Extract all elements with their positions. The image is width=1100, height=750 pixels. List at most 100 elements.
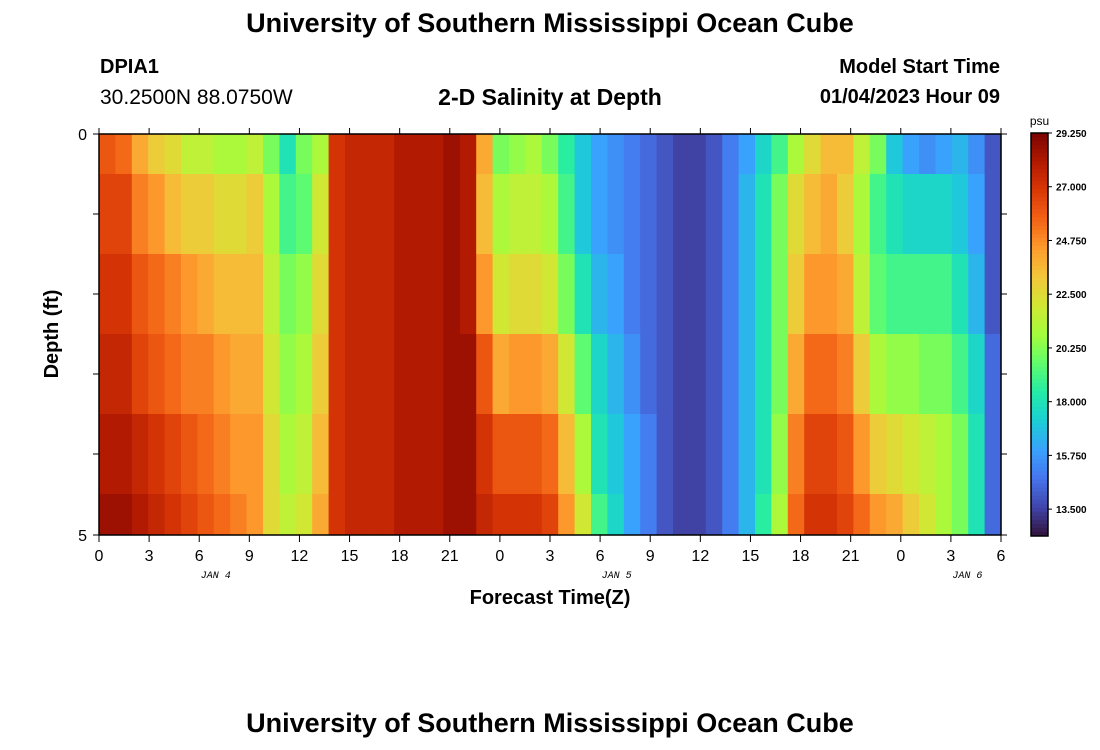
heatmap-cell	[525, 414, 543, 494]
heatmap-cell	[328, 254, 346, 334]
heatmap-cell	[312, 254, 330, 334]
heatmap-cell	[591, 334, 608, 414]
heatmap-cell	[607, 494, 625, 535]
heatmap-cell	[558, 334, 576, 414]
colorbar-segment	[1031, 394, 1048, 400]
heatmap-cell	[164, 254, 182, 334]
heatmap-cell	[377, 174, 395, 254]
heatmap-cell	[295, 134, 313, 174]
plot-title: 2-D Salinity at Depth	[438, 84, 662, 110]
heatmap-cell	[656, 414, 674, 494]
heatmap-cell	[377, 334, 395, 414]
heatmap-cell	[263, 494, 280, 535]
colorbar-segment	[1031, 415, 1048, 420]
colorbar-segment	[1031, 483, 1048, 489]
heatmap-cell	[509, 254, 526, 334]
heatmap-cell	[230, 254, 248, 334]
heatmap-cell	[509, 414, 526, 494]
colorbar-segment	[1031, 511, 1048, 517]
heatmap-cell	[902, 254, 920, 334]
heatmap-cell	[968, 334, 986, 414]
heatmap-cell	[558, 254, 576, 334]
heatmap-cell	[213, 134, 231, 174]
heatmap-cell	[148, 494, 166, 535]
heatmap-cell	[213, 334, 231, 414]
heatmap-cell	[591, 174, 608, 254]
heatmap-cell	[902, 174, 920, 254]
colorbar-segment	[1031, 274, 1048, 279]
heatmap-cell	[705, 414, 723, 494]
heatmap-cell	[984, 414, 1002, 494]
heatmap-cell	[640, 334, 658, 414]
colorbar-segment	[1031, 253, 1048, 259]
heatmap-cell	[755, 174, 772, 254]
heatmap-cell	[345, 334, 362, 414]
colorbar-segment	[1031, 318, 1048, 323]
colorbar-segment	[1031, 229, 1048, 235]
heatmap-cell	[263, 414, 280, 494]
heatmap-cell	[361, 334, 379, 414]
heatmap-cell	[886, 494, 904, 535]
footer-title: University of Southern Mississippi Ocean…	[246, 708, 854, 738]
colorbar-segment	[1031, 366, 1048, 372]
heatmap-cell	[640, 134, 658, 174]
heatmap-cell	[197, 334, 215, 414]
heatmap-cell	[787, 494, 805, 535]
heatmap-cell	[853, 494, 871, 535]
colorbar-segment	[1031, 531, 1048, 537]
heatmap-cell	[722, 174, 740, 254]
heatmap-cell	[607, 174, 625, 254]
day-label: JAN 4	[201, 571, 231, 582]
heatmap-cell	[919, 134, 936, 174]
heatmap-cell	[673, 174, 690, 254]
colorbar-segment	[1031, 201, 1048, 207]
heatmap-cell	[607, 414, 625, 494]
heatmap-cell	[476, 414, 494, 494]
heatmap-cell	[328, 134, 346, 174]
colorbar-segment	[1031, 451, 1048, 456]
x-tick-label: 9	[646, 548, 655, 565]
heatmap-cell	[738, 414, 756, 494]
heatmap-cell	[607, 254, 625, 334]
x-tick-label: 21	[441, 548, 459, 565]
heatmap-cell	[656, 494, 674, 535]
colorbar-segment	[1031, 326, 1048, 331]
heatmap-cell	[689, 174, 707, 254]
heatmap-cell	[181, 334, 198, 414]
x-tick-label: 12	[691, 548, 709, 565]
colorbar-segment	[1031, 354, 1048, 360]
heatmap-cell	[377, 134, 395, 174]
heatmap-cell	[131, 254, 149, 334]
heatmap-cell	[181, 494, 198, 535]
heatmap-cell	[869, 254, 887, 334]
heatmap-cell	[213, 174, 231, 254]
colorbar-segment	[1031, 257, 1048, 263]
heatmap-cell	[115, 494, 133, 535]
heatmap-cell	[279, 174, 297, 254]
heatmap-cell	[574, 334, 592, 414]
colorbar-segment	[1031, 233, 1048, 239]
heatmap-cell	[951, 134, 969, 174]
heatmap-cell	[673, 494, 690, 535]
heatmap-cell	[476, 494, 494, 535]
heatmap-cell	[787, 414, 805, 494]
colorbar-segment	[1031, 407, 1048, 412]
heatmap-cell	[99, 414, 116, 494]
heatmap-cell	[443, 254, 461, 334]
heatmap-cell	[574, 174, 592, 254]
heatmap-cell	[984, 174, 1002, 254]
heatmap-cell	[869, 174, 887, 254]
heatmap-cell	[312, 174, 330, 254]
heatmap-cell	[427, 174, 444, 254]
heatmap-cell	[361, 414, 379, 494]
heatmap-cell	[295, 334, 313, 414]
heatmap-cell	[673, 254, 690, 334]
heatmap-cell	[115, 334, 133, 414]
heatmap-cell	[131, 494, 149, 535]
heatmap-cell	[131, 134, 149, 174]
heatmap-cell	[443, 334, 461, 414]
colorbar-segment	[1031, 241, 1048, 247]
heatmap-cell	[820, 414, 838, 494]
heatmap-cell	[410, 134, 428, 174]
heatmap-cell	[263, 254, 280, 334]
